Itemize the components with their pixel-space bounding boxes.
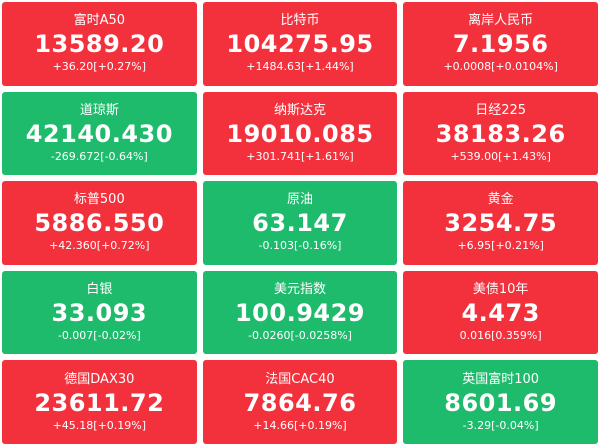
quote-name: 美债10年	[472, 282, 529, 298]
quote-tile[interactable]: 原油 63.147 -0.103[-0.16%]	[202, 181, 398, 265]
quote-name: 黄金	[487, 192, 514, 208]
quote-change: +0.0008[+0.0104%]	[443, 60, 558, 74]
quote-tile[interactable]: 美债10年 4.473 0.016[0.359%]	[403, 270, 598, 355]
quote-tile[interactable]: 白银 33.093 -0.007[-0.02%]	[2, 270, 197, 355]
quote-name: 美元指数	[273, 282, 326, 298]
quote-price: 4.473	[461, 299, 540, 328]
quote-change: +301.741[+1.61%]	[246, 149, 354, 163]
quote-tile[interactable]: 日经225 38183.26 +539.00[+1.43%]	[403, 91, 598, 176]
quote-price: 19010.085	[226, 119, 374, 148]
quote-change: +45.18[+0.19%]	[52, 418, 147, 432]
quote-tile[interactable]: 德国DAX30 23611.72 +45.18[+0.19%]	[2, 360, 197, 444]
quote-tile[interactable]: 法国CAC40 7864.76 +14.66[+0.19%]	[202, 360, 398, 444]
quote-change: +6.95[+0.21%]	[457, 239, 544, 253]
quote-change: +14.66[+0.19%]	[253, 418, 347, 432]
quote-change: -3.29[-0.04%]	[462, 418, 539, 432]
quote-price: 8601.69	[444, 388, 558, 417]
quote-change: +36.20[+0.27%]	[52, 60, 147, 74]
quote-price: 7864.76	[243, 388, 357, 417]
quote-price: 63.147	[252, 209, 348, 238]
quote-change: +539.00[+1.43%]	[450, 149, 551, 163]
quote-name: 道琼斯	[79, 102, 119, 118]
quote-tile[interactable]: 黄金 3254.75 +6.95[+0.21%]	[403, 181, 598, 265]
quote-name: 离岸人民币	[468, 13, 534, 29]
quote-tile[interactable]: 英国富时100 8601.69 -3.29[-0.04%]	[403, 360, 598, 444]
quote-tile[interactable]: 比特币 104275.95 +1484.63[+1.44%]	[202, 2, 398, 86]
quote-name: 德国DAX30	[64, 371, 135, 387]
quote-tile[interactable]: 道琼斯 42140.430 -269.672[-0.64%]	[2, 91, 197, 176]
quote-tile[interactable]: 富时A50 13589.20 +36.20[+0.27%]	[2, 2, 197, 86]
quote-price: 5886.550	[34, 209, 165, 238]
quote-price: 3254.75	[444, 209, 558, 238]
quote-name: 法国CAC40	[265, 371, 335, 387]
quote-price: 42140.430	[25, 119, 173, 148]
quote-name: 英国富时100	[462, 371, 540, 387]
quote-name: 比特币	[280, 13, 320, 29]
quote-price: 100.9429	[234, 299, 365, 328]
quote-price: 23611.72	[34, 388, 165, 417]
quote-change: +42.360[+0.72%]	[49, 239, 150, 253]
quote-tile[interactable]: 离岸人民币 7.1956 +0.0008[+0.0104%]	[403, 2, 598, 86]
quote-tile[interactable]: 美元指数 100.9429 -0.0260[-0.0258%]	[202, 270, 398, 355]
quote-name: 标普500	[73, 192, 125, 208]
quote-price: 38183.26	[435, 119, 566, 148]
quote-price: 13589.20	[34, 30, 165, 59]
quote-tile[interactable]: 纳斯达克 19010.085 +301.741[+1.61%]	[202, 91, 398, 176]
quote-change: +1484.63[+1.44%]	[246, 60, 354, 74]
quote-price: 104275.95	[226, 30, 374, 59]
quote-name: 纳斯达克	[273, 102, 326, 118]
quote-change: 0.016[0.359%]	[459, 329, 542, 343]
quote-tile[interactable]: 标普500 5886.550 +42.360[+0.72%]	[2, 181, 197, 265]
quote-change: -269.672[-0.64%]	[50, 149, 148, 163]
quote-name: 日经225	[475, 102, 527, 118]
quote-change: -0.0260[-0.0258%]	[248, 329, 352, 343]
quote-price: 7.1956	[452, 30, 549, 59]
quote-change: -0.007[-0.02%]	[57, 329, 141, 343]
quote-name: 富时A50	[73, 13, 126, 29]
quote-price: 33.093	[51, 299, 148, 328]
quote-change: -0.103[-0.16%]	[258, 239, 342, 253]
quote-name: 原油	[286, 192, 313, 208]
quote-name: 白银	[86, 282, 113, 298]
